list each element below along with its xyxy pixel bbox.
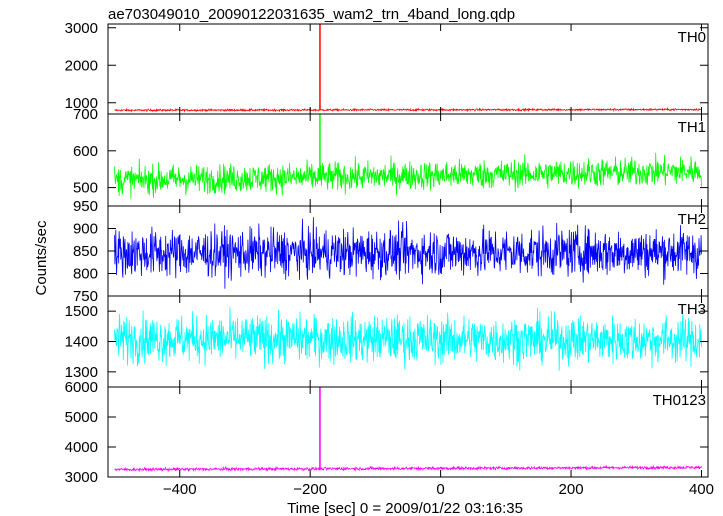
x-tick-label: 200 xyxy=(559,481,584,498)
y-tick-label: 2000 xyxy=(65,57,98,74)
y-tick-label: 1400 xyxy=(65,334,98,351)
x-tick-label: 400 xyxy=(689,481,714,498)
panel-frame xyxy=(107,23,709,115)
y-tick-label: 3000 xyxy=(65,20,98,37)
panel-frame xyxy=(107,386,709,478)
y-tick-label: 500 xyxy=(73,180,98,197)
y-tick-label: 4000 xyxy=(65,439,98,456)
panels: 100020003000TH0500600700TH17508008509009… xyxy=(65,20,714,498)
chart-title: ae703049010_20090122031635_wam2_trn_4ban… xyxy=(108,6,515,23)
y-tick-label: 850 xyxy=(73,243,98,260)
x-tick-label: 0 xyxy=(436,481,444,498)
series-th1-line xyxy=(114,152,702,199)
panel-label-th0: TH0 xyxy=(678,29,706,46)
y-tick-label: 900 xyxy=(73,221,98,238)
panel-frame xyxy=(107,113,709,207)
series-th0123-line xyxy=(114,464,702,473)
panel-label-th2: TH2 xyxy=(678,211,706,228)
x-tick-label: −200 xyxy=(293,481,327,498)
panel-label-th0123: TH0123 xyxy=(653,392,706,409)
y-tick-label: 1500 xyxy=(65,303,98,320)
series-th0-line xyxy=(114,106,702,113)
y-tick-label: 5000 xyxy=(65,409,98,426)
x-axis-label: Time [sec] 0 = 2009/01/22 03:16:35 xyxy=(287,500,523,516)
x-tick-label: −400 xyxy=(163,481,197,498)
y-tick-label: 600 xyxy=(73,143,98,160)
y-tick-label: 950 xyxy=(73,198,98,215)
y-tick-label: 1000 xyxy=(65,95,98,112)
y-tick-label: 6000 xyxy=(65,379,98,396)
y-tick-label: 800 xyxy=(73,266,98,283)
y-tick-label: 1300 xyxy=(65,364,98,381)
y-tick-label: 750 xyxy=(73,288,98,305)
panel-label-th1: TH1 xyxy=(678,119,706,136)
y-tick-label: 700 xyxy=(73,106,98,123)
y-tick-label: 3000 xyxy=(65,469,98,486)
panel-label-th3: TH3 xyxy=(678,301,706,318)
y-axis-label: Counts/sec xyxy=(33,220,50,296)
series-th2-line xyxy=(114,217,702,289)
series-th3-line xyxy=(114,307,702,371)
